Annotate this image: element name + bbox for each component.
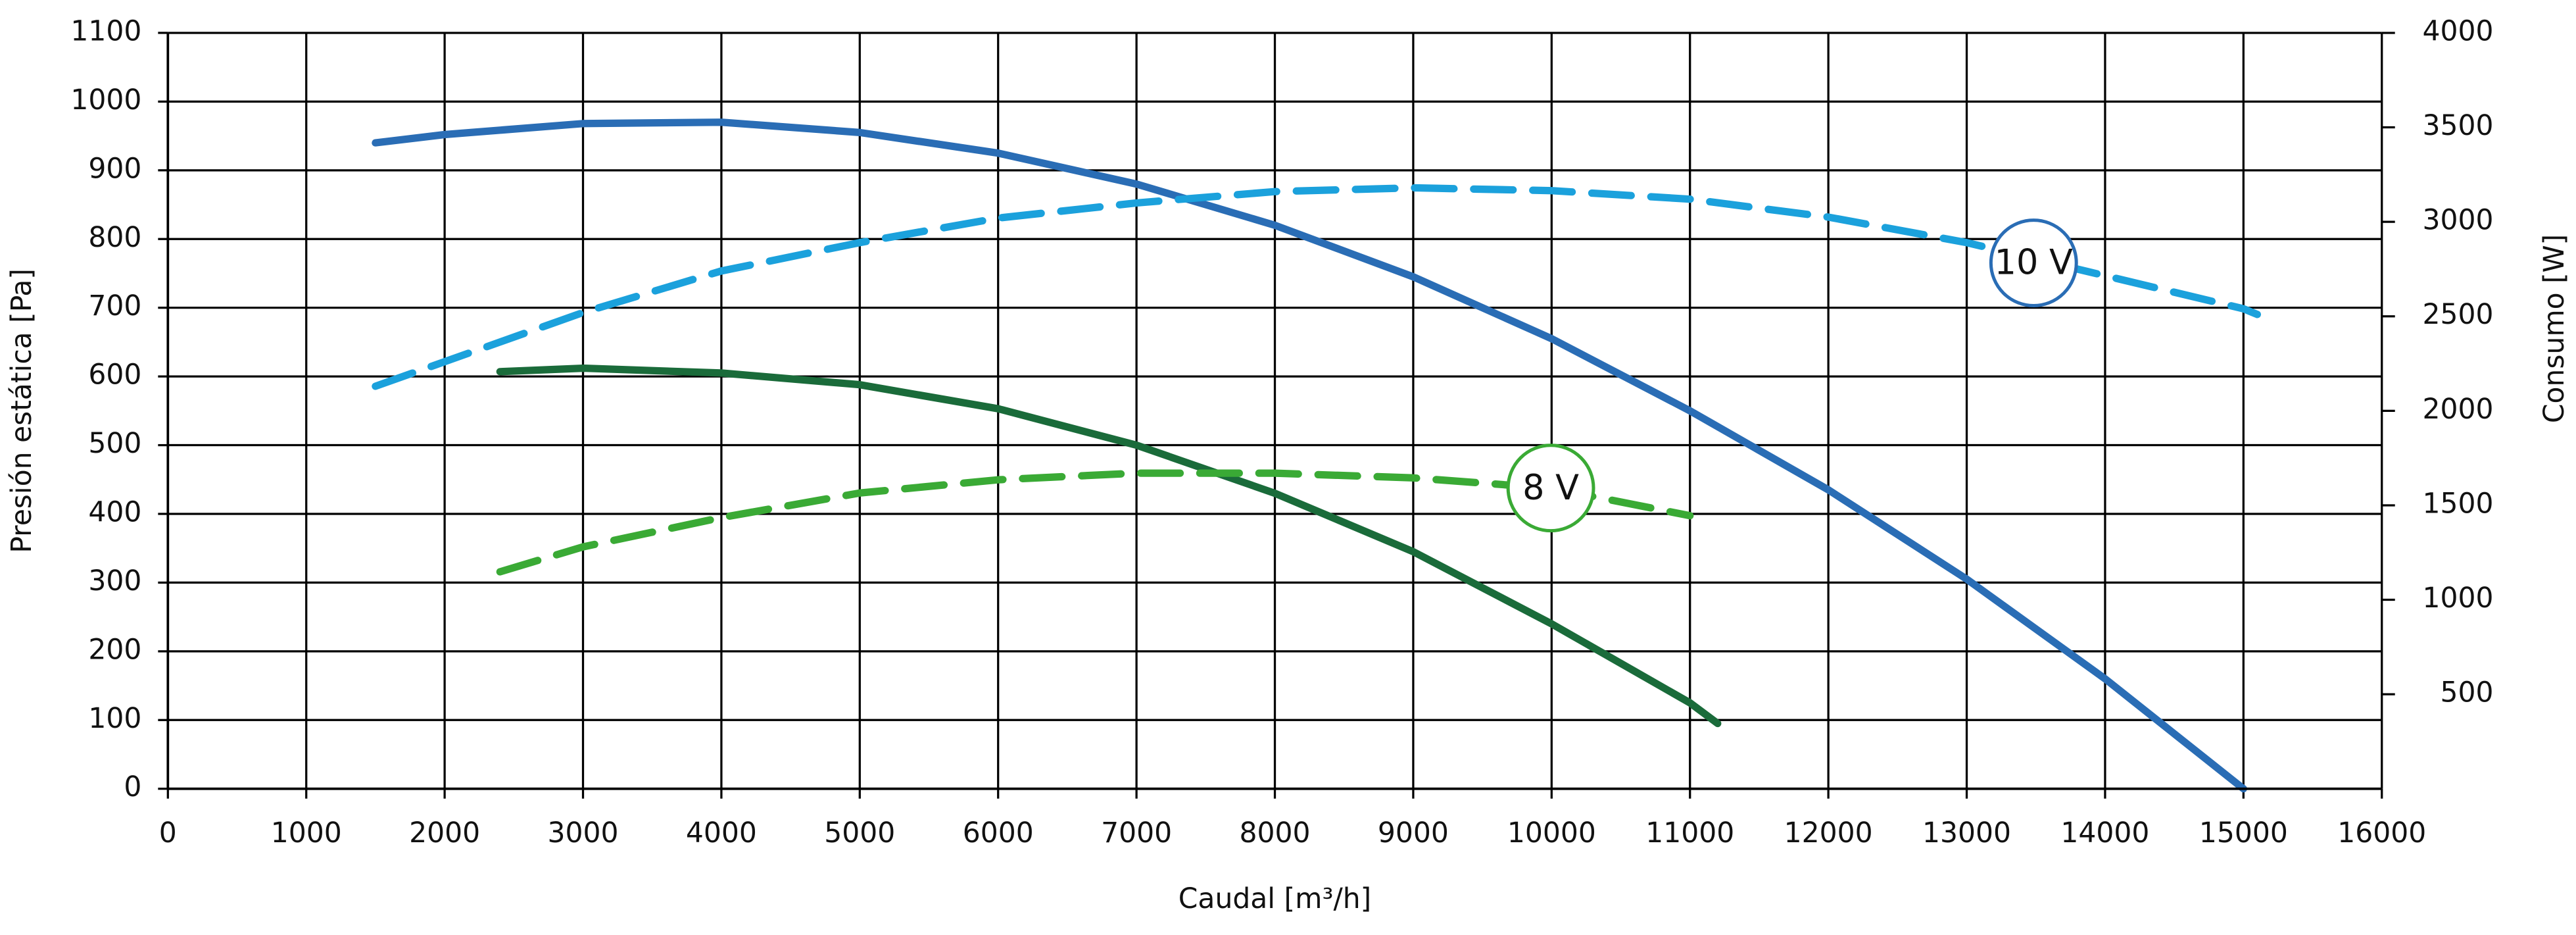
y-tick-label: 200 — [88, 634, 141, 666]
x-tick-label: 9000 — [1378, 817, 1449, 849]
x-tick-label: 14000 — [2060, 817, 2149, 849]
y-tick-label: 100 — [88, 703, 141, 735]
y2-axis-label: Consumo [W] — [2539, 234, 2571, 423]
y-tick-label: 0 — [124, 771, 141, 803]
y-tick-label: 1100 — [70, 15, 141, 47]
y-tick-label: 700 — [88, 290, 141, 322]
y-tick-label: 500 — [88, 428, 141, 460]
y-tick-label: 600 — [88, 359, 141, 392]
x-tick-label: 13000 — [1922, 817, 2011, 849]
x-tick-label: 5000 — [824, 817, 895, 849]
annotation: 8 V — [1522, 468, 1579, 508]
annotation-circle — [1989, 218, 2078, 308]
y2-tick-label: 1500 — [2423, 488, 2494, 520]
y2-tick-label: 2000 — [2423, 393, 2494, 426]
series-line — [372, 118, 2247, 793]
y-tick-label: 1000 — [70, 84, 141, 116]
x-tick-label: 16000 — [2337, 817, 2426, 849]
x-tick-label: 4000 — [686, 817, 757, 849]
y2-tick-label: 3000 — [2423, 205, 2494, 237]
x-tick-label: 0 — [159, 817, 177, 849]
annotation: 10 V — [1995, 243, 2073, 283]
x-tick-label: 3000 — [547, 817, 618, 849]
y-axis-label: Presión estática [Pa] — [6, 268, 38, 553]
y2-tick-label: 4000 — [2423, 15, 2494, 47]
y2-tick-label: 1000 — [2423, 582, 2494, 615]
x-tick-label: 11000 — [1645, 817, 1734, 849]
x-tick-label: 1000 — [271, 817, 342, 849]
annotation-circle — [1506, 443, 1595, 533]
y-tick-label: 900 — [88, 153, 141, 185]
x-axis-label: Caudal [m³/h] — [1179, 883, 1371, 915]
x-tick-label: 10000 — [1507, 817, 1596, 849]
y2-tick-label: 3500 — [2423, 110, 2494, 142]
series-line — [496, 469, 1694, 576]
y-tick-label: 400 — [88, 496, 141, 528]
y2-tick-label: 2500 — [2423, 299, 2494, 331]
x-tick-label: 8000 — [1240, 817, 1311, 849]
x-tick-label: 7000 — [1101, 817, 1172, 849]
x-tick-label: 12000 — [1784, 817, 1873, 849]
x-tick-label: 15000 — [2199, 817, 2288, 849]
x-tick-label: 2000 — [409, 817, 480, 849]
y-tick-label: 800 — [88, 222, 141, 254]
series-line — [496, 364, 1722, 728]
x-tick-label: 6000 — [963, 817, 1034, 849]
y2-tick-label: 500 — [2441, 677, 2494, 709]
y-tick-label: 300 — [88, 565, 141, 597]
series-line — [372, 184, 2262, 390]
